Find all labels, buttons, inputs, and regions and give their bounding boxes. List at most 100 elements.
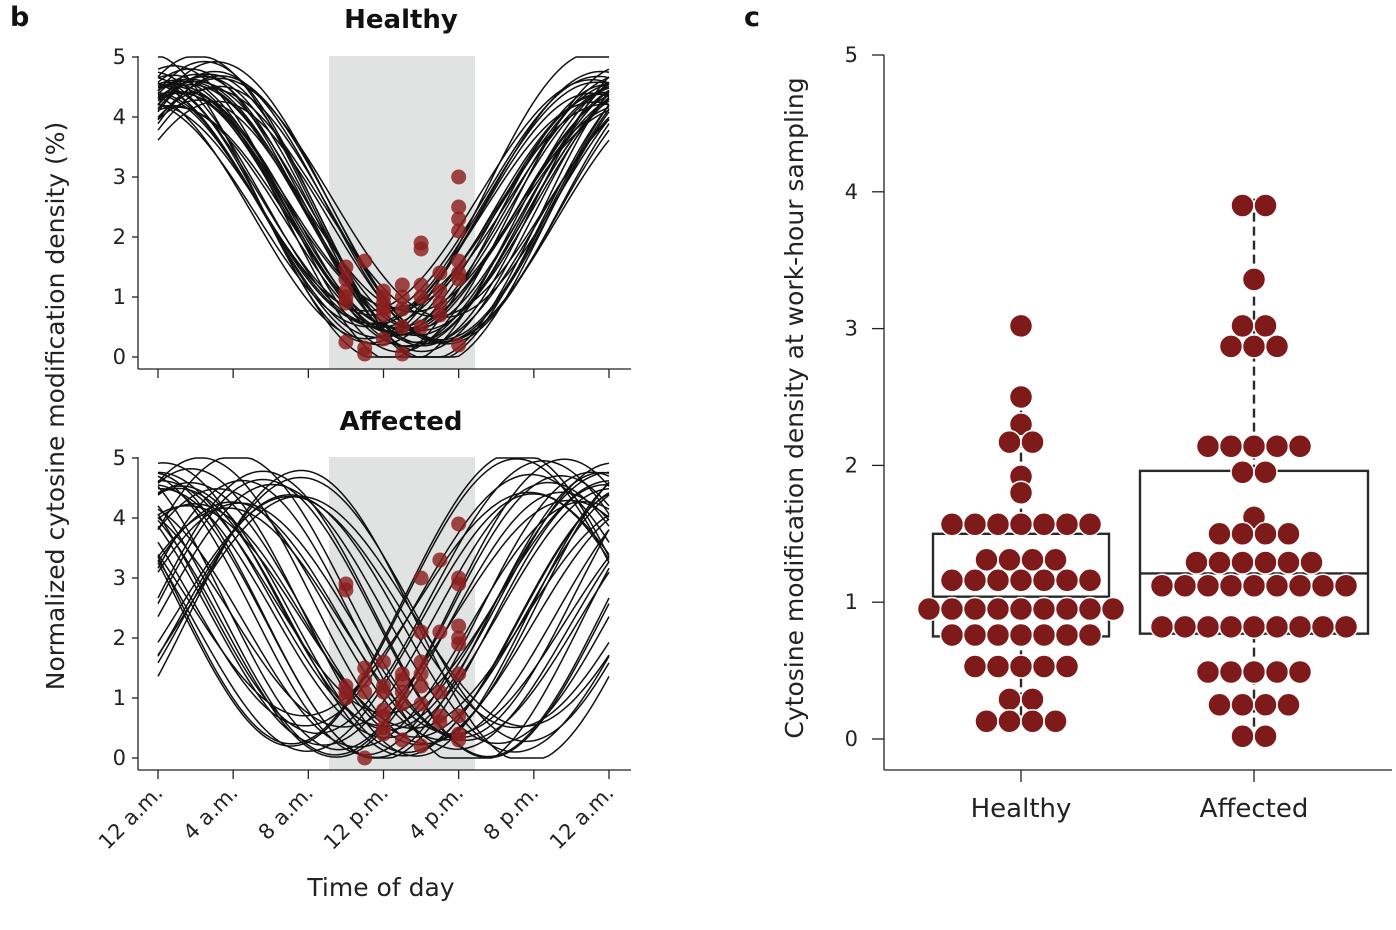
data-point (1207, 550, 1232, 575)
data-point (1195, 614, 1221, 640)
sample-point (376, 684, 391, 700)
data-point (1054, 654, 1080, 679)
sample-point (376, 654, 391, 670)
data-point (1253, 692, 1278, 718)
subject-curve (157, 491, 610, 717)
sample-point (432, 684, 448, 700)
data-point (985, 511, 1011, 537)
sample-point (376, 283, 391, 299)
data-point (1241, 573, 1267, 599)
sample-point (394, 732, 410, 748)
work-hour-box-plot: 0 1 2 3 4 5 Healthy Affected (845, 43, 1392, 824)
data-point (1031, 654, 1057, 679)
data-point (1333, 614, 1359, 640)
data-point (1008, 568, 1034, 593)
data-point (985, 654, 1011, 679)
data-point (985, 596, 1011, 622)
data-point (1264, 659, 1290, 685)
sample-point (432, 307, 448, 323)
panel-b-x-axis-title: Time of day (306, 873, 454, 902)
data-point (1218, 659, 1244, 685)
data-point (1043, 547, 1068, 573)
sample-point (394, 277, 410, 293)
data-point (1149, 573, 1175, 599)
sample-point (413, 570, 429, 586)
y-tick-label: 2 (113, 225, 126, 249)
data-point (1230, 550, 1255, 575)
data-point (1149, 614, 1175, 640)
y-tick-label: 1 (113, 285, 126, 309)
y-tick-label: 0 (113, 345, 126, 369)
y-tick-label: 5 (845, 43, 858, 67)
time-tick-label: 4 a.m. (179, 781, 243, 845)
panel-c-letter: c (744, 2, 760, 33)
data-point (1077, 622, 1103, 648)
sample-point (451, 337, 467, 353)
subject-curve (157, 65, 610, 353)
sample-point (357, 684, 373, 700)
y-tick-label: 3 (845, 317, 858, 341)
y-tick-label: 3 (113, 165, 126, 189)
data-point (1008, 412, 1034, 437)
data-point (1207, 521, 1232, 547)
sample-point (432, 295, 448, 311)
data-point (1008, 480, 1034, 506)
sample-point (338, 334, 354, 350)
data-point (1264, 614, 1290, 640)
category-label: Affected (1200, 794, 1309, 824)
time-tick-label: 12 a.m. (94, 781, 168, 855)
data-point (1218, 433, 1244, 459)
data-point (1008, 313, 1034, 339)
data-point (1253, 724, 1278, 749)
data-point (1310, 573, 1336, 599)
data-point (1230, 724, 1255, 749)
y-tick-label: 5 (113, 446, 126, 470)
data-point (962, 511, 988, 537)
sample-point (451, 576, 467, 592)
y-tick-label: 0 (113, 746, 126, 770)
subject-curve (157, 495, 610, 729)
sample-point (394, 346, 410, 362)
data-point (1241, 659, 1267, 685)
data-point (1207, 692, 1232, 718)
data-point (1031, 596, 1057, 622)
time-tick-label: 8 p.m. (479, 781, 543, 845)
sample-point (338, 690, 354, 706)
sample-point (394, 289, 410, 305)
sample-point (338, 582, 354, 598)
sample-point (413, 624, 429, 640)
sample-point (413, 666, 429, 682)
category-label: Healthy (971, 794, 1072, 824)
y-tick-label: 2 (845, 453, 858, 477)
data-point (939, 511, 965, 537)
data-point (962, 622, 988, 648)
data-point (1184, 550, 1209, 575)
data-point (1310, 614, 1336, 640)
panel-c-y-ticks: 0 1 2 3 4 5 (845, 43, 884, 751)
data-point (1218, 334, 1244, 359)
data-point (1008, 622, 1034, 648)
y-tick-label: 4 (113, 506, 126, 530)
time-of-day-tick-labels: 12 a.m. 4 a.m. 8 a.m. 12 p.m. 4 p.m. 8 p.m. 12… (94, 781, 619, 855)
y-tick-label: 2 (113, 626, 126, 650)
sample-point (413, 678, 429, 694)
panel-b-letter: b (10, 2, 29, 33)
data-point (1253, 193, 1278, 218)
sample-point (432, 552, 448, 568)
data-point (974, 708, 999, 734)
sample-point (413, 738, 429, 754)
data-point (1008, 384, 1034, 410)
data-point (916, 596, 942, 622)
sample-point (357, 346, 373, 362)
subject-curve (157, 106, 610, 330)
sample-point (451, 253, 467, 269)
sample-point (338, 295, 354, 311)
data-point (1054, 511, 1080, 537)
data-point (1020, 547, 1045, 573)
affected-x-ticks (157, 770, 610, 779)
data-point (1020, 429, 1045, 455)
data-point (1264, 433, 1290, 459)
data-point (1077, 596, 1103, 622)
y-tick-label: 0 (845, 727, 858, 751)
